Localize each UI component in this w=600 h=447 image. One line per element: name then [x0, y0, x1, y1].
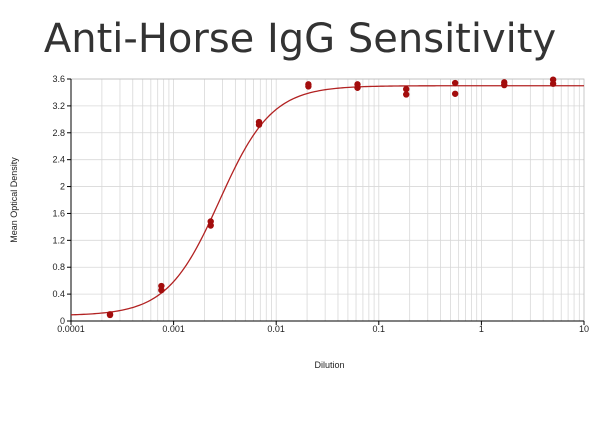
- x-tick-label: 0.01: [267, 324, 285, 334]
- y-axis-label: Mean Optical Density: [9, 157, 19, 243]
- data-point: [305, 83, 311, 89]
- data-point: [452, 80, 458, 86]
- data-point: [158, 287, 164, 293]
- grid-lines: [71, 79, 584, 321]
- y-tick-label: 2.4: [52, 155, 65, 165]
- data-point: [208, 222, 214, 228]
- y-tick-label: 3.2: [52, 101, 65, 111]
- y-tick-label: 1.6: [52, 208, 65, 218]
- data-point: [256, 122, 262, 128]
- y-tick-label: 0.8: [52, 262, 65, 272]
- x-axis-label: Dilution: [314, 360, 344, 370]
- data-point: [550, 81, 556, 87]
- y-tick-label: 0.4: [52, 289, 65, 299]
- y-tick-label: 3.6: [52, 74, 65, 84]
- data-point: [403, 91, 409, 97]
- y-tick-label: 1.2: [52, 235, 65, 245]
- x-tick-label: 0.0001: [57, 324, 85, 334]
- x-tick-label: 0.1: [373, 324, 386, 334]
- data-point: [452, 91, 458, 97]
- y-tick-label: 2.8: [52, 128, 65, 138]
- y-tick-label: 2: [60, 182, 65, 192]
- x-tick-label: 1: [479, 324, 484, 334]
- data-point: [107, 312, 113, 318]
- data-point: [501, 82, 507, 88]
- data-point: [354, 85, 360, 91]
- x-tick-label: 10: [579, 324, 589, 334]
- x-tick-label: 0.001: [162, 324, 185, 334]
- plot-background: [71, 79, 584, 321]
